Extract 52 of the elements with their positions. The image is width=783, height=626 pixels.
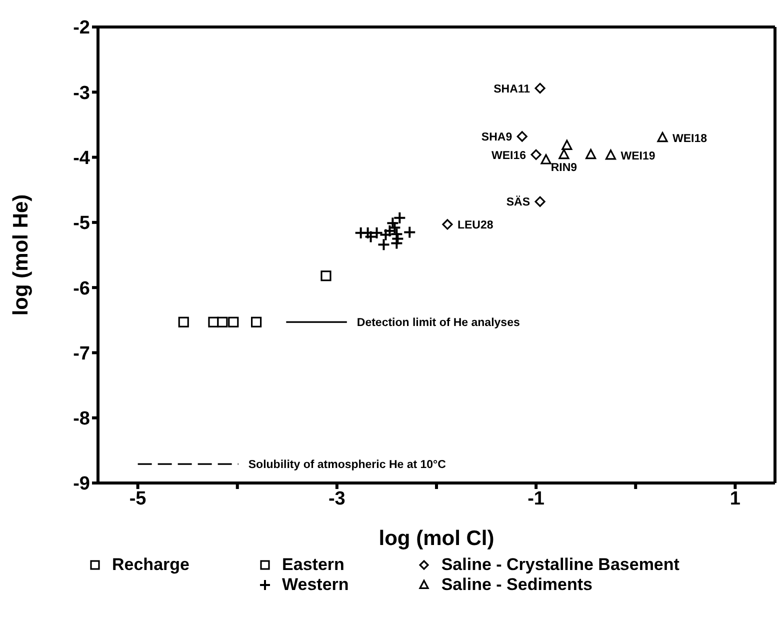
y-axis-title: log (mol He) (9, 194, 32, 316)
y-tick-label: -2 (73, 18, 90, 39)
point (364, 230, 378, 244)
x-axis-title: log (mol Cl) (378, 527, 494, 550)
legend-label: Eastern (282, 555, 344, 575)
y-tick-label: -8 (73, 408, 90, 430)
y-tick-label: -9 (73, 474, 90, 495)
point (586, 148, 596, 160)
point (370, 226, 384, 240)
point (516, 131, 528, 142)
annotation: SÄS (506, 196, 530, 209)
annotation: LEU28 (457, 219, 494, 232)
point (228, 316, 239, 328)
legend-label: Saline - Crystalline Basement (441, 555, 680, 575)
legend-label: Saline - Sediments (441, 575, 593, 595)
annotation: Detection limit of He analyses (356, 317, 520, 330)
y-tick-label: -4 (73, 148, 90, 170)
point (534, 82, 546, 94)
point (558, 148, 570, 160)
x-tick-label: -5 (129, 488, 147, 510)
x-tick-label: 1 (730, 488, 741, 510)
point (657, 132, 668, 142)
point (605, 150, 616, 160)
point (530, 149, 542, 160)
point (377, 238, 390, 252)
legend-label: Western (282, 575, 349, 595)
y-tick-label: -7 (73, 343, 90, 364)
point (393, 211, 406, 224)
annotation: WEI16 (492, 150, 526, 162)
y-tick-label: -6 (73, 278, 90, 300)
y-tick-label: -3 (73, 82, 90, 104)
point (217, 316, 228, 328)
annotation: SHA9 (481, 132, 512, 144)
point (534, 196, 546, 207)
point (390, 236, 404, 250)
point (379, 228, 392, 242)
point (442, 219, 453, 230)
annotation: WEI18 (672, 132, 708, 145)
y-tick-label: -5 (73, 213, 90, 234)
point (251, 316, 262, 328)
point (540, 154, 552, 164)
point (562, 140, 572, 150)
annotation: SHA11 (494, 83, 531, 96)
x-tick-label: -1 (528, 488, 545, 510)
x-tick-label: -3 (328, 488, 346, 510)
annotation: Solubility of atmospheric He at 10°C (248, 459, 446, 472)
legend-label: Recharge (112, 555, 190, 575)
point (320, 270, 332, 282)
point (178, 316, 189, 328)
annotation: RIN9 (550, 162, 578, 174)
annotation: WEI19 (620, 150, 656, 162)
point (403, 226, 416, 239)
